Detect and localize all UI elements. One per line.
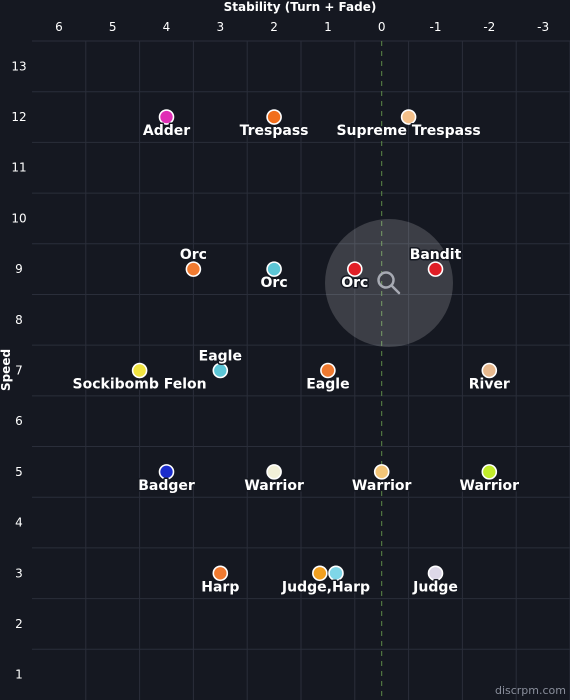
data-label: River	[469, 377, 510, 393]
data-label: Bandit	[410, 247, 462, 263]
data-point[interactable]	[266, 261, 282, 277]
y-tick-label: 11	[11, 161, 26, 175]
data-point[interactable]	[131, 362, 148, 379]
data-label: Eagle	[199, 349, 242, 365]
zoom-lens[interactable]	[325, 219, 453, 347]
x-tick-label: 3	[216, 20, 224, 34]
data-point[interactable]	[427, 565, 444, 582]
data-label: Judge	[412, 579, 458, 595]
x-tick-label: -3	[537, 20, 549, 34]
data-points	[131, 109, 498, 582]
data-labels: Adder Trespass Supreme Trespass Orc Orc Orc Ba…	[71, 122, 521, 597]
data-label: Eagle	[306, 377, 349, 393]
data-label: Sockibomb Felon	[73, 377, 207, 393]
watermark: discrpm.com	[495, 684, 566, 697]
data-label: Supreme Trespass	[336, 123, 480, 139]
data-label: Badger	[138, 478, 195, 494]
data-point[interactable]	[427, 261, 444, 277]
y-tick-label: 13	[11, 59, 26, 73]
data-point[interactable]	[481, 464, 498, 480]
data-point[interactable]	[320, 362, 336, 379]
data-label: Adder	[143, 123, 190, 139]
data-point[interactable]	[212, 362, 229, 379]
x-axis-title: Stability (Turn + Fade)	[224, 0, 377, 14]
data-point[interactable]	[158, 464, 175, 480]
data-label: Warrior	[244, 478, 304, 494]
data-point[interactable]	[312, 565, 328, 582]
y-tick-labels: 13 12 11 10 9 8 7 6 5 4 3 2 1	[11, 59, 26, 681]
data-point[interactable]	[266, 464, 282, 480]
y-tick-label: 6	[15, 414, 23, 428]
y-tick-label: 1	[15, 668, 23, 682]
data-label: Warrior	[460, 478, 520, 494]
y-tick-label: 12	[11, 110, 26, 124]
x-tick-label: 5	[109, 20, 117, 34]
data-point[interactable]	[185, 261, 202, 277]
data-point[interactable]	[266, 109, 282, 125]
x-tick-label: 6	[55, 20, 63, 34]
x-tick-label: 0	[378, 20, 386, 34]
y-tick-label: 9	[15, 262, 23, 276]
data-point[interactable]	[373, 464, 390, 480]
y-axis-title: Speed	[0, 349, 13, 391]
y-tick-label: 2	[15, 617, 23, 631]
x-tick-label: 2	[270, 20, 278, 34]
data-label: Warrior	[352, 478, 412, 494]
y-tick-label: 4	[15, 516, 23, 530]
grid	[32, 40, 570, 700]
data-label: Harp	[201, 579, 239, 595]
data-label: Orc	[341, 275, 368, 291]
data-point[interactable]	[346, 261, 363, 277]
x-tick-label: -1	[430, 20, 442, 34]
y-tick-label: 8	[15, 313, 23, 327]
x-tick-labels: 6 5 4 3 2 1 0 -1 -2 -3	[55, 20, 549, 34]
y-tick-label: 10	[11, 211, 26, 225]
y-tick-label: 7	[15, 364, 23, 378]
data-label: Orc	[180, 247, 207, 263]
x-tick-label: -2	[483, 20, 495, 34]
data-point[interactable]	[481, 362, 498, 379]
y-tick-label: 5	[15, 465, 23, 479]
x-tick-label: 4	[163, 20, 171, 34]
data-point[interactable]	[400, 109, 417, 125]
y-tick-label: 3	[15, 566, 23, 580]
x-tick-label: 1	[324, 20, 332, 34]
data-label: Orc	[261, 275, 288, 291]
data-label: Trespass	[240, 123, 309, 139]
data-point[interactable]	[212, 565, 229, 582]
magnifier-icon	[377, 271, 401, 295]
data-point[interactable]	[328, 565, 344, 582]
data-point[interactable]	[158, 109, 175, 125]
data-label: Judge,Harp	[281, 579, 370, 595]
